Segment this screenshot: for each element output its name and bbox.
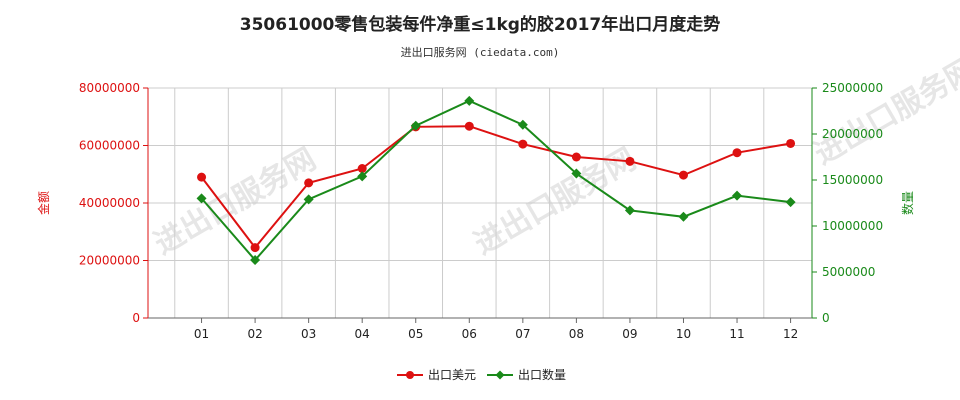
series-line-2 bbox=[200, 99, 791, 262]
series-line-1 bbox=[200, 125, 791, 250]
data-point-amount bbox=[304, 178, 314, 188]
chart-subtitle: 进出口服务网 (ciedata.com) bbox=[400, 46, 560, 59]
data-point-amount bbox=[786, 138, 796, 148]
right-tick-label: 10000000 bbox=[822, 219, 883, 233]
data-point-quantity bbox=[785, 197, 796, 208]
data-point-amount bbox=[464, 121, 474, 131]
x-tick-label: 06 bbox=[462, 327, 477, 341]
chart-title: 35061000零售包装每件净重≤1kg的胶2017年出口月度走势 bbox=[239, 15, 721, 35]
x-tick-label: 12 bbox=[783, 327, 798, 341]
x-tick-label: 10 bbox=[676, 327, 691, 341]
right-tick-label: 20000000 bbox=[822, 127, 883, 141]
right-tick-label: 25000000 bbox=[822, 81, 883, 95]
data-point-quantity bbox=[517, 119, 528, 130]
grid-lines bbox=[148, 87, 812, 319]
right-tick-label: 0 bbox=[822, 311, 830, 325]
right-tick-label: 5000000 bbox=[822, 265, 875, 279]
left-axis-label: 金额 bbox=[36, 191, 51, 215]
data-point-amount bbox=[357, 164, 367, 173]
left-tick-label: 80000000 bbox=[79, 81, 140, 95]
data-point-quantity bbox=[357, 171, 368, 182]
right-axis-label: 数量 bbox=[900, 191, 915, 215]
data-point-quantity bbox=[678, 211, 689, 222]
legend: 出口美元 出口数量 bbox=[397, 367, 566, 382]
left-tick-label: 20000000 bbox=[79, 254, 140, 268]
data-point-amount bbox=[518, 139, 528, 149]
data-point-quantity bbox=[196, 193, 207, 204]
x-tick-label: 03 bbox=[301, 327, 316, 341]
data-point-quantity bbox=[464, 95, 475, 106]
x-tick-label: 08 bbox=[569, 327, 584, 341]
data-point-amount bbox=[625, 156, 635, 166]
legend-label-1: 出口美元 bbox=[428, 368, 476, 382]
x-axis-ticks: 01 02 03 04 05 06 07 08 09 10 11 12 bbox=[194, 318, 798, 341]
data-point-quantity bbox=[732, 190, 743, 201]
x-tick-label: 04 bbox=[355, 327, 370, 341]
watermark-text: 进出口服务网 bbox=[809, 52, 960, 172]
data-point-amount bbox=[250, 243, 260, 253]
data-point-amount bbox=[732, 148, 742, 158]
left-tick-label: 0 bbox=[132, 311, 140, 325]
data-point-quantity bbox=[303, 194, 314, 205]
data-point-quantity bbox=[250, 255, 261, 266]
left-tick-label: 40000000 bbox=[79, 196, 140, 210]
x-tick-label: 05 bbox=[408, 327, 423, 341]
data-point-amount bbox=[678, 170, 688, 180]
left-tick-label: 60000000 bbox=[79, 139, 140, 153]
right-tick-label: 15000000 bbox=[822, 173, 883, 187]
data-point-quantity bbox=[571, 168, 582, 179]
legend-marker-quantity bbox=[495, 370, 505, 380]
data-point-quantity bbox=[624, 205, 635, 216]
data-point-amount bbox=[197, 172, 207, 182]
series-layer bbox=[196, 95, 796, 266]
x-tick-label: 11 bbox=[729, 327, 744, 341]
data-point-quantity bbox=[410, 120, 421, 131]
legend-marker-amount bbox=[406, 371, 414, 379]
x-tick-label: 02 bbox=[247, 327, 262, 341]
left-axis-ticks: 0 20000000 40000000 60000000 80000000 bbox=[79, 81, 148, 325]
data-point-amount bbox=[571, 152, 581, 162]
x-tick-label: 01 bbox=[194, 327, 209, 341]
x-tick-label: 09 bbox=[622, 327, 637, 341]
x-tick-label: 07 bbox=[515, 327, 530, 341]
legend-label-2: 出口数量 bbox=[518, 367, 566, 382]
right-axis-ticks: 0 5000000 10000000 15000000 20000000 25000000 bbox=[812, 81, 883, 325]
